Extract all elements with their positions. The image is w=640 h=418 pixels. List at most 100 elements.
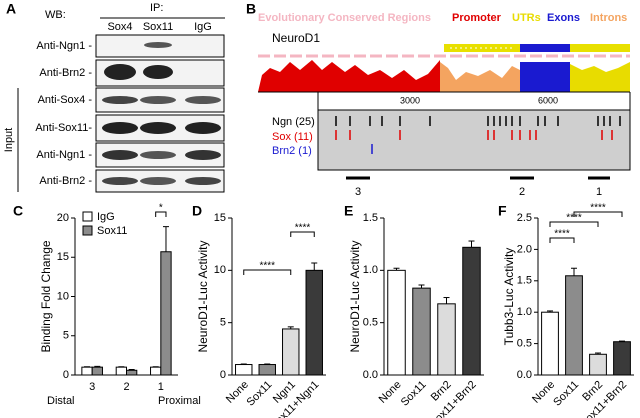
significance-label: **** bbox=[590, 203, 606, 214]
significance-label: * bbox=[159, 203, 163, 214]
y-tick-label: 1.0 bbox=[517, 306, 532, 318]
site-label: Brn2 (1) bbox=[272, 145, 312, 157]
panel-label: C bbox=[13, 203, 23, 219]
significance-bracket bbox=[243, 269, 292, 275]
y-tick-label: 0.5 bbox=[517, 338, 532, 350]
y-tick-label: 0.5 bbox=[363, 317, 378, 329]
end-label: Proximal bbox=[158, 395, 201, 407]
y-tick-label: 5 bbox=[63, 330, 69, 342]
y-axis-label: NeuroD1-Luc Activity bbox=[196, 240, 210, 352]
row-label: Anti-Sox4 - bbox=[38, 94, 93, 106]
bar bbox=[541, 311, 559, 376]
region-label: 1 bbox=[596, 186, 602, 198]
bar bbox=[589, 353, 607, 376]
legend-entry: Sox11 bbox=[97, 225, 127, 237]
bar bbox=[81, 366, 93, 376]
y-tick-label: 15 bbox=[214, 212, 226, 224]
significance-label: **** bbox=[259, 261, 275, 272]
y-tick-label: 20 bbox=[57, 212, 69, 224]
y-tick-label: 0.0 bbox=[517, 369, 532, 381]
end-label: Distal bbox=[47, 395, 75, 407]
y-tick-label: 0 bbox=[220, 369, 226, 381]
legend-entry: Introns bbox=[590, 12, 627, 24]
panel-label: B bbox=[246, 1, 256, 17]
x-tick-label: 1 bbox=[158, 381, 164, 393]
region-label: 2 bbox=[519, 186, 525, 198]
y-tick-label: 1.0 bbox=[363, 264, 378, 276]
significance-bracket bbox=[155, 211, 167, 217]
column-label: IgG bbox=[194, 21, 212, 33]
x-tick-label: 2 bbox=[123, 381, 129, 393]
column-label: Sox4 bbox=[107, 21, 132, 33]
bar bbox=[91, 366, 103, 376]
bar bbox=[282, 328, 300, 376]
y-tick-label: 1.5 bbox=[363, 212, 378, 224]
significance-bracket bbox=[573, 211, 623, 217]
row-label: Anti-Brn2 - bbox=[39, 175, 92, 187]
panel-label: D bbox=[192, 203, 202, 219]
conservation-plot bbox=[258, 44, 631, 171]
bar bbox=[126, 369, 138, 376]
bar bbox=[258, 364, 276, 376]
legend-swatch bbox=[82, 225, 93, 236]
y-axis-label: NeuroD1-Luc Activity bbox=[348, 240, 362, 352]
site-ticks bbox=[335, 116, 621, 154]
bar bbox=[150, 366, 162, 376]
bands bbox=[102, 42, 221, 185]
legend-entry: Evolutionary Conserved Regions bbox=[258, 12, 431, 24]
legend-entry: IgG bbox=[97, 211, 115, 223]
site-label: Sox (11) bbox=[272, 131, 313, 143]
region-label: 3 bbox=[355, 186, 361, 198]
x-tick-label: Sox11 bbox=[551, 379, 581, 409]
y-axis-label: Binding Fold Change bbox=[39, 240, 53, 352]
y-tick-label: 5 bbox=[220, 317, 226, 329]
panel-label: F bbox=[498, 203, 507, 219]
bar bbox=[613, 341, 631, 376]
panel-label: A bbox=[6, 1, 16, 17]
legend-swatch bbox=[82, 211, 93, 222]
bar bbox=[412, 287, 431, 376]
legend-entry: Promoter bbox=[452, 12, 502, 24]
x-tick-label: 3 bbox=[89, 381, 95, 393]
column-label: Sox11 bbox=[143, 21, 173, 33]
legend-entry: Exons bbox=[547, 12, 580, 24]
axis-tick-label: 6000 bbox=[538, 95, 558, 105]
y-tick-label: 0 bbox=[63, 369, 69, 381]
wb-label: WB: bbox=[45, 9, 66, 21]
input-label: Input bbox=[3, 128, 15, 152]
bar bbox=[462, 246, 481, 376]
y-tick-label: 1.5 bbox=[517, 275, 532, 287]
bar bbox=[387, 269, 406, 376]
y-tick-label: 10 bbox=[57, 290, 69, 302]
y-tick-label: 15 bbox=[57, 251, 69, 263]
panel-label: E bbox=[344, 203, 353, 219]
ip-label: IP: bbox=[150, 2, 163, 14]
y-tick-label: 2.0 bbox=[517, 243, 532, 255]
significance-bracket bbox=[549, 221, 599, 227]
legend-entry: UTRs bbox=[512, 12, 541, 24]
x-tick-label: Sox11 bbox=[244, 379, 274, 409]
x-tick-label: Sox11 bbox=[399, 379, 429, 409]
gene-label: NeuroD1 bbox=[272, 31, 320, 45]
row-label: Anti-Sox11- bbox=[35, 122, 92, 134]
bar bbox=[115, 366, 127, 376]
significance-label: **** bbox=[566, 213, 582, 224]
significance-bracket bbox=[549, 237, 575, 243]
row-label: Anti-Ngn1 - bbox=[36, 149, 92, 161]
significance-bracket bbox=[290, 231, 315, 237]
site-label: Ngn (25) bbox=[272, 116, 315, 128]
significance-label: **** bbox=[554, 229, 570, 240]
significance-label: **** bbox=[295, 223, 311, 234]
axis-tick-label: 3000 bbox=[400, 95, 420, 105]
bar bbox=[305, 269, 323, 376]
bar bbox=[235, 364, 253, 376]
blots bbox=[95, 34, 225, 193]
bar bbox=[437, 303, 456, 376]
bar bbox=[565, 275, 583, 376]
row-label: Anti-Brn2 - bbox=[39, 67, 92, 79]
y-axis-label: Tubb3-Luc Activity bbox=[502, 248, 516, 346]
y-tick-label: 10 bbox=[214, 264, 226, 276]
y-tick-label: 0.0 bbox=[363, 369, 378, 381]
